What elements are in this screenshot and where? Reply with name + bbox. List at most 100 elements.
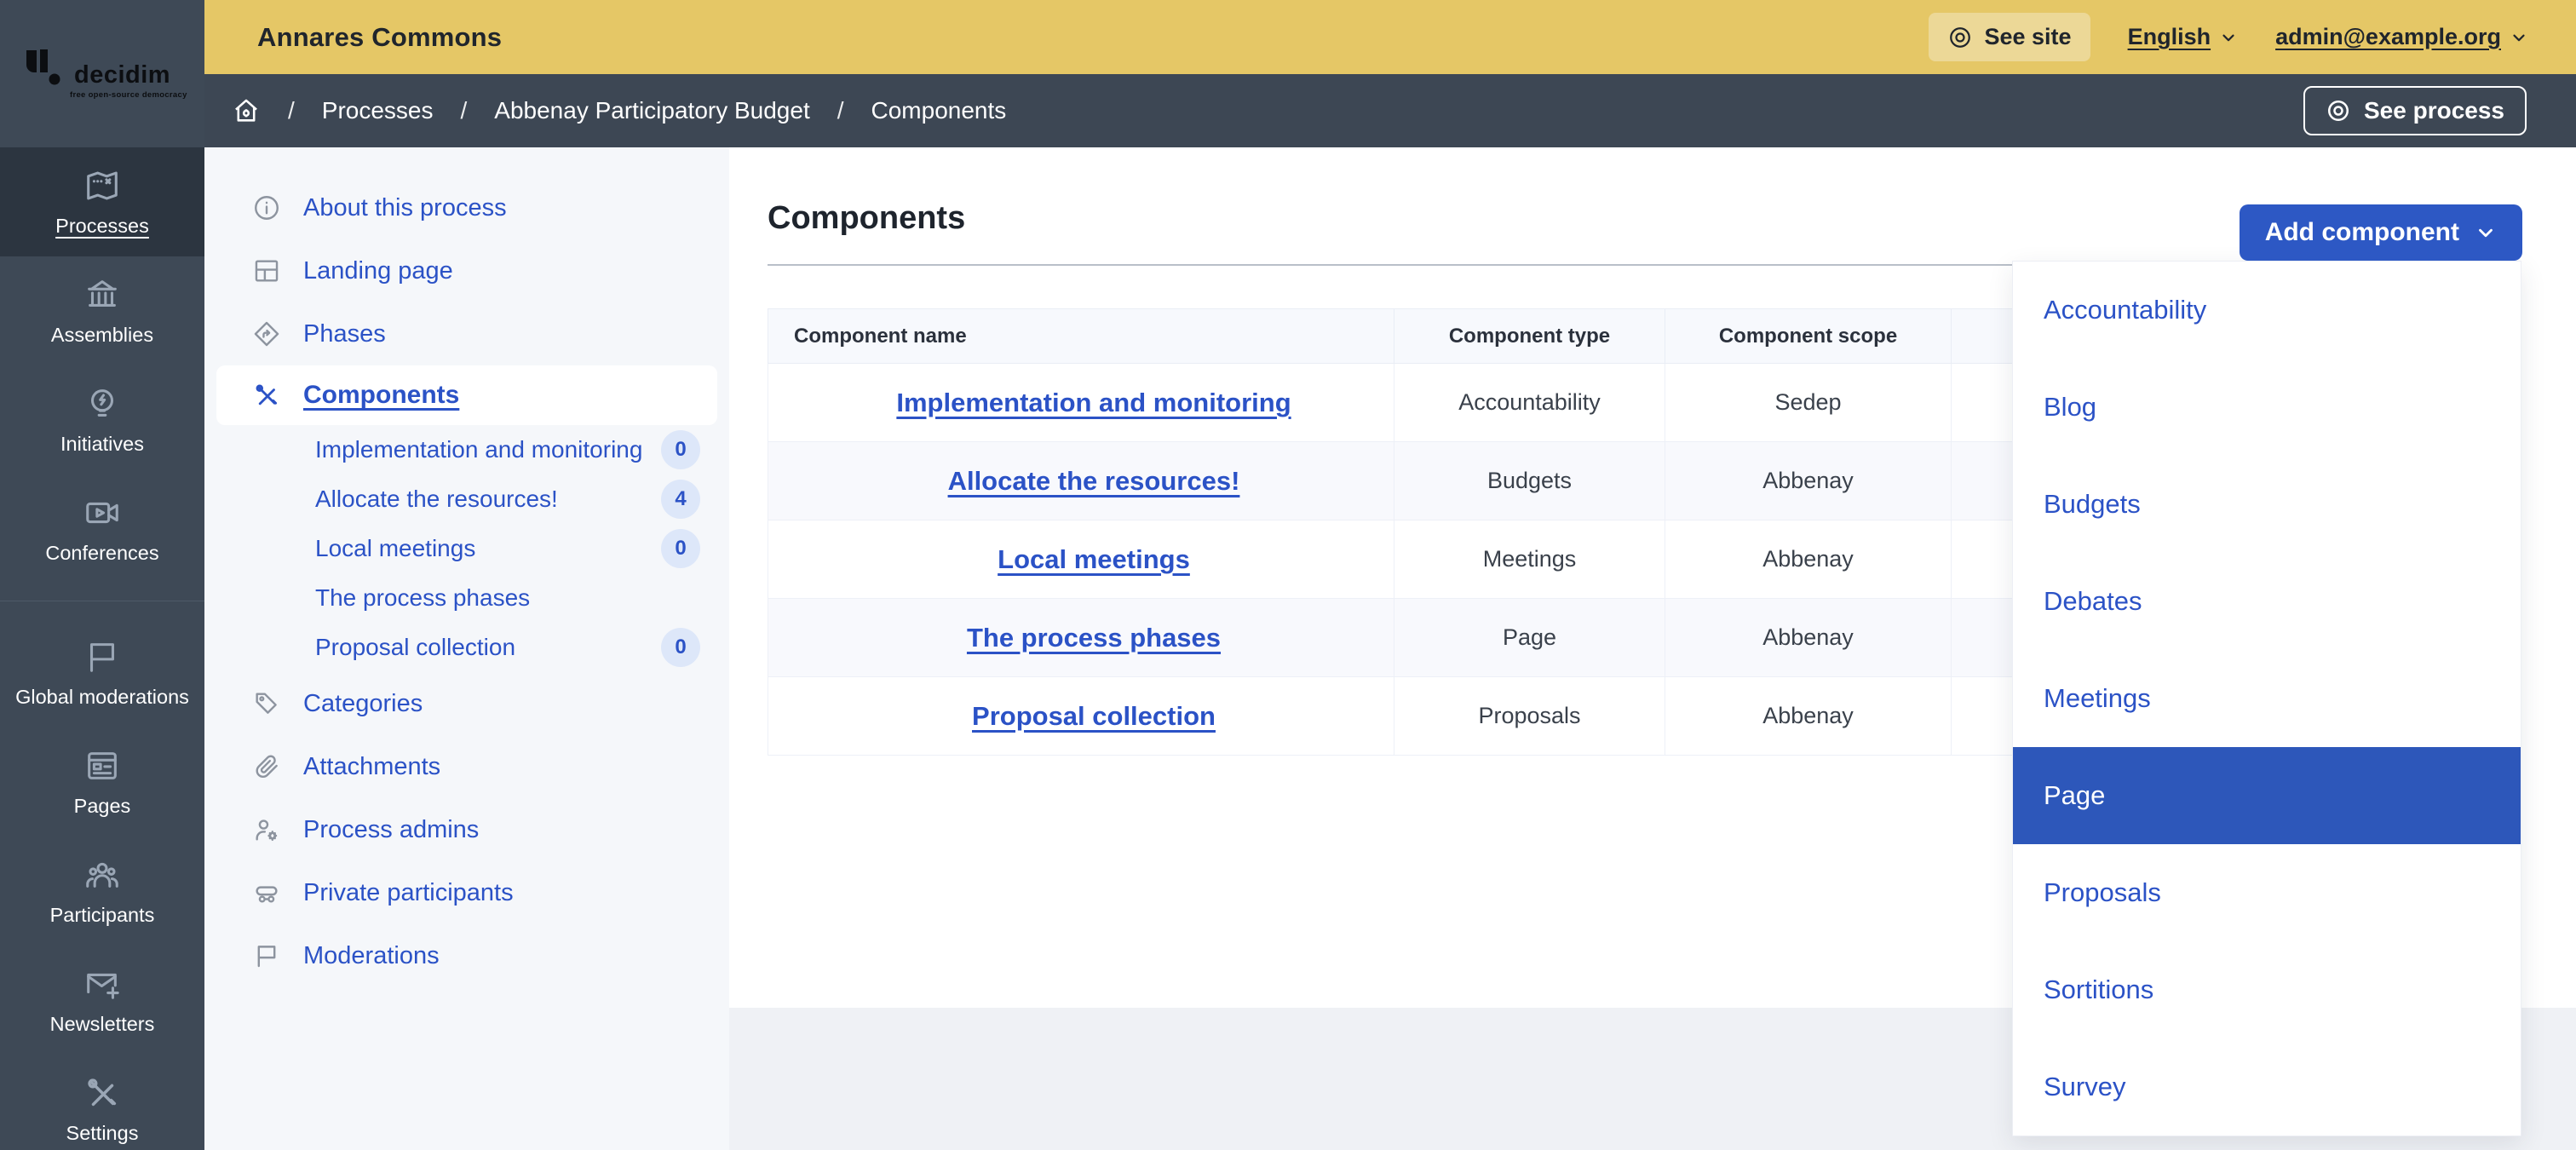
menu-item-label: About this process	[303, 193, 507, 221]
menu-item-label: Categories	[303, 689, 423, 717]
dropdown-item-accountability[interactable]: Accountability	[2044, 295, 2207, 325]
see-process-button[interactable]: See process	[2303, 86, 2527, 135]
menu-subitem-the-process-phases[interactable]: The process phases	[204, 573, 729, 623]
menu-item-moderations[interactable]: Moderations	[204, 924, 729, 987]
top-admin-bar: Annares Commons See site English admin@e…	[204, 0, 2576, 74]
dropdown-item-proposals[interactable]: Proposals	[2044, 877, 2161, 907]
component-scope: Abbenay	[1665, 441, 1952, 520]
component-link[interactable]: Allocate the resources!	[947, 465, 1240, 496]
dropdown-item-blog[interactable]: Blog	[2044, 392, 2097, 422]
add-component-dropdown: Accountability Blog Budgets Debates Meet…	[2012, 261, 2521, 1136]
page-title: Components	[768, 200, 966, 236]
count-badge: 4	[661, 480, 700, 519]
component-scope: Abbenay	[1665, 520, 1952, 599]
dropdown-item-survey[interactable]: Survey	[2044, 1072, 2126, 1101]
flag-icon	[83, 637, 122, 676]
menu-item-private-participants[interactable]: Private participants	[204, 861, 729, 924]
sidebar-item-label: Assemblies	[50, 324, 154, 346]
dropdown-item-sortitions[interactable]: Sortitions	[2044, 975, 2154, 1004]
column-header-component-type: Component type	[1394, 308, 1665, 364]
language-selector[interactable]: English	[2128, 24, 2239, 50]
menu-item-process-admins[interactable]: Process admins	[204, 798, 729, 861]
menu-item-categories[interactable]: Categories	[204, 672, 729, 735]
menu-item-attachments[interactable]: Attachments	[204, 735, 729, 798]
sidebar-item-label: Global moderations	[15, 686, 189, 708]
layout-icon	[252, 256, 281, 285]
menu-item-components[interactable]: Components	[216, 365, 717, 425]
pages-icon	[83, 746, 122, 785]
breadcrumb: / Processes / Abbenay Participatory Budg…	[232, 96, 1006, 125]
tools-icon	[83, 1073, 122, 1113]
menu-subitem-allocate-the-resources[interactable]: Allocate the resources! 4	[204, 474, 729, 524]
component-link[interactable]: Implementation and monitoring	[896, 387, 1291, 417]
component-link[interactable]: Proposal collection	[972, 700, 1216, 731]
breadcrumb-process-name[interactable]: Abbenay Participatory Budget	[494, 97, 810, 124]
direction-icon	[252, 319, 281, 348]
menu-subitem-label: Implementation and monitoring	[315, 436, 643, 463]
menu-item-label: Moderations	[303, 941, 440, 969]
dropdown-item-meetings[interactable]: Meetings	[2044, 683, 2151, 713]
column-header-component-name: Component name	[768, 308, 1394, 364]
tag-icon	[252, 689, 281, 718]
component-scope: Abbenay	[1665, 676, 1952, 756]
menu-subitem-proposal-collection[interactable]: Proposal collection 0	[204, 623, 729, 672]
menu-item-label: Private participants	[303, 878, 514, 906]
menu-item-about-process[interactable]: About this process	[204, 176, 729, 239]
sidebar-item-label: Pages	[73, 795, 131, 817]
sidebar-item-pages[interactable]: Pages	[0, 727, 204, 837]
column-header-component-scope: Component scope	[1665, 308, 1952, 364]
component-scope: Sedep	[1665, 363, 1952, 442]
decidim-logo-icon	[26, 49, 66, 85]
component-type: Page	[1394, 598, 1665, 677]
sidebar-item-conferences[interactable]: Conferences	[0, 474, 204, 584]
organization-name: Annares Commons	[257, 21, 503, 52]
sidebar-item-settings[interactable]: Settings	[0, 1055, 204, 1150]
sidebar-item-initiatives[interactable]: Initiatives	[0, 365, 204, 474]
add-component-button[interactable]: Add component	[2239, 204, 2522, 261]
title-divider	[768, 264, 2521, 266]
component-link[interactable]: Local meetings	[998, 543, 1190, 574]
menu-subitem-label: The process phases	[315, 584, 531, 611]
sidebar-item-participants[interactable]: Participants	[0, 837, 204, 946]
mail-plus-icon	[83, 964, 122, 1003]
see-site-button[interactable]: See site	[1928, 13, 2090, 61]
menu-item-label: Process admins	[303, 815, 480, 843]
tools-icon	[252, 381, 281, 410]
menu-subitem-implementation-and-monitoring[interactable]: Implementation and monitoring 0	[204, 425, 729, 474]
sidebar-item-label: Participants	[49, 904, 155, 926]
account-menu[interactable]: admin@example.org	[2275, 24, 2528, 50]
breadcrumb-components[interactable]: Components	[871, 97, 1007, 124]
sidebar-item-newsletters[interactable]: Newsletters	[0, 946, 204, 1055]
component-link[interactable]: The process phases	[966, 622, 1222, 653]
see-process-label: See process	[2364, 97, 2504, 124]
count-badge: 0	[661, 529, 700, 568]
home-icon[interactable]	[232, 96, 261, 125]
bank-icon	[83, 275, 122, 314]
dropdown-item-page[interactable]: Page	[2013, 747, 2521, 844]
menu-item-label: Components	[303, 381, 460, 409]
sidebar-item-label: Initiatives	[60, 433, 144, 455]
sidebar-item-label: Settings	[66, 1122, 139, 1144]
count-badge: 0	[661, 628, 700, 667]
sidebar-item-global-moderations[interactable]: Global moderations	[0, 618, 204, 727]
language-label: English	[2127, 24, 2211, 49]
dropdown-item-debates[interactable]: Debates	[2044, 586, 2142, 616]
breadcrumb-bar: / Processes / Abbenay Participatory Budg…	[204, 74, 2576, 147]
menu-item-landing-page[interactable]: Landing page	[204, 239, 729, 302]
info-icon	[252, 193, 281, 222]
component-scope: Abbenay	[1665, 598, 1952, 677]
breadcrumb-processes[interactable]: Processes	[321, 97, 434, 124]
sidebar-item-assemblies[interactable]: Assemblies	[0, 256, 204, 365]
keyring-icon	[252, 878, 281, 907]
user-settings-icon	[252, 815, 281, 844]
sidebar-item-processes[interactable]: Processes	[0, 147, 204, 256]
menu-item-phases[interactable]: Phases	[204, 302, 729, 365]
logo-block[interactable]: decidim free open-source democracy	[0, 0, 204, 147]
lightbulb-icon	[83, 384, 122, 423]
menu-subitem-local-meetings[interactable]: Local meetings 0	[204, 524, 729, 573]
menu-subitem-label: Proposal collection	[315, 634, 516, 660]
dropdown-item-budgets[interactable]: Budgets	[2044, 489, 2141, 519]
logo-wordmark: decidim	[74, 60, 171, 89]
video-camera-icon	[83, 493, 122, 532]
